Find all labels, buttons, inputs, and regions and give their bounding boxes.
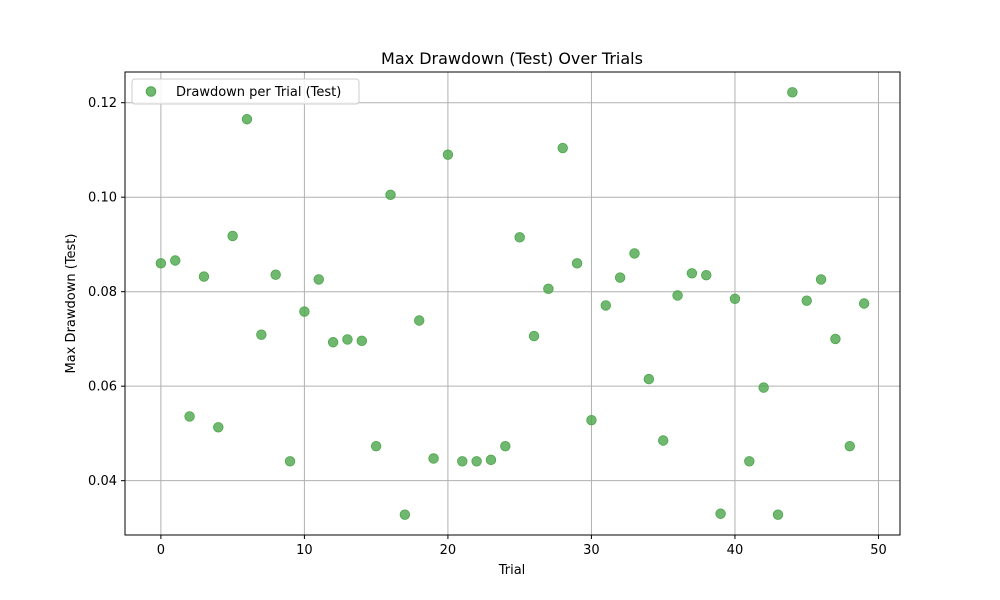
y-axis-label: Max Drawdown (Test) bbox=[64, 234, 79, 374]
data-point bbox=[815, 274, 827, 285]
data-point bbox=[471, 456, 482, 467]
data-point bbox=[414, 315, 425, 326]
data-point bbox=[643, 373, 655, 385]
data-point bbox=[686, 268, 698, 279]
axis-ticks: 0 10 20 30 40 50 0.04 0.06 0.08 0.10 0.12 bbox=[88, 96, 887, 558]
data-point bbox=[270, 269, 281, 280]
data-point bbox=[830, 333, 841, 345]
data-point bbox=[428, 453, 439, 464]
data-points bbox=[155, 87, 870, 520]
data-point bbox=[844, 440, 855, 452]
x-tick-label: 30 bbox=[583, 543, 600, 558]
data-point bbox=[629, 248, 640, 259]
data-point bbox=[657, 435, 669, 446]
x-tick-label: 20 bbox=[440, 543, 457, 558]
data-point bbox=[600, 300, 611, 311]
data-point bbox=[543, 283, 554, 295]
plot-frame bbox=[124, 71, 901, 536]
data-point bbox=[457, 456, 468, 467]
data-point bbox=[500, 440, 511, 452]
y-tick-label: 0.06 bbox=[88, 380, 117, 395]
data-point bbox=[227, 230, 238, 242]
data-point bbox=[241, 114, 253, 125]
x-tick-label: 10 bbox=[296, 543, 313, 558]
x-axis-label: Trial bbox=[498, 563, 526, 578]
data-point bbox=[442, 149, 454, 160]
data-point bbox=[299, 306, 310, 317]
data-point bbox=[701, 269, 712, 281]
data-point bbox=[614, 272, 626, 283]
data-point bbox=[342, 334, 353, 345]
data-point bbox=[284, 456, 296, 467]
data-point bbox=[198, 271, 210, 282]
data-point bbox=[758, 382, 769, 393]
x-tick-label: 0 bbox=[157, 543, 165, 558]
data-point bbox=[485, 454, 497, 466]
data-point bbox=[514, 232, 525, 243]
legend-label: Drawdown per Trial (Test) bbox=[176, 85, 341, 100]
grid-lines bbox=[125, 72, 900, 535]
data-point bbox=[787, 87, 798, 98]
y-tick-label: 0.12 bbox=[88, 96, 117, 111]
data-point bbox=[729, 293, 741, 304]
data-point bbox=[586, 414, 597, 426]
data-point bbox=[313, 274, 324, 285]
data-point bbox=[528, 330, 540, 342]
data-point bbox=[801, 295, 812, 306]
x-tick-label: 50 bbox=[870, 543, 887, 558]
data-point bbox=[155, 258, 167, 269]
legend: Drawdown per Trial (Test) bbox=[131, 78, 360, 105]
data-point bbox=[715, 508, 726, 519]
data-point bbox=[370, 440, 382, 452]
legend-box bbox=[131, 78, 360, 105]
data-point bbox=[672, 290, 683, 301]
chart-title: Max Drawdown (Test) Over Trials bbox=[381, 49, 643, 68]
data-point bbox=[184, 411, 195, 422]
data-point bbox=[772, 509, 784, 520]
y-tick-label: 0.04 bbox=[88, 474, 117, 489]
data-point bbox=[213, 422, 224, 433]
data-point bbox=[744, 456, 755, 467]
data-point bbox=[256, 329, 267, 340]
x-tick-label: 40 bbox=[727, 543, 744, 558]
data-point bbox=[858, 298, 870, 309]
y-tick-label: 0.08 bbox=[88, 285, 117, 300]
data-point bbox=[356, 335, 368, 347]
y-tick-label: 0.10 bbox=[88, 191, 117, 206]
data-point bbox=[385, 189, 396, 201]
data-point bbox=[399, 509, 411, 520]
data-point bbox=[571, 258, 583, 269]
data-point bbox=[327, 337, 339, 348]
legend-marker bbox=[145, 86, 157, 97]
data-point bbox=[170, 255, 181, 266]
data-point bbox=[557, 142, 568, 154]
